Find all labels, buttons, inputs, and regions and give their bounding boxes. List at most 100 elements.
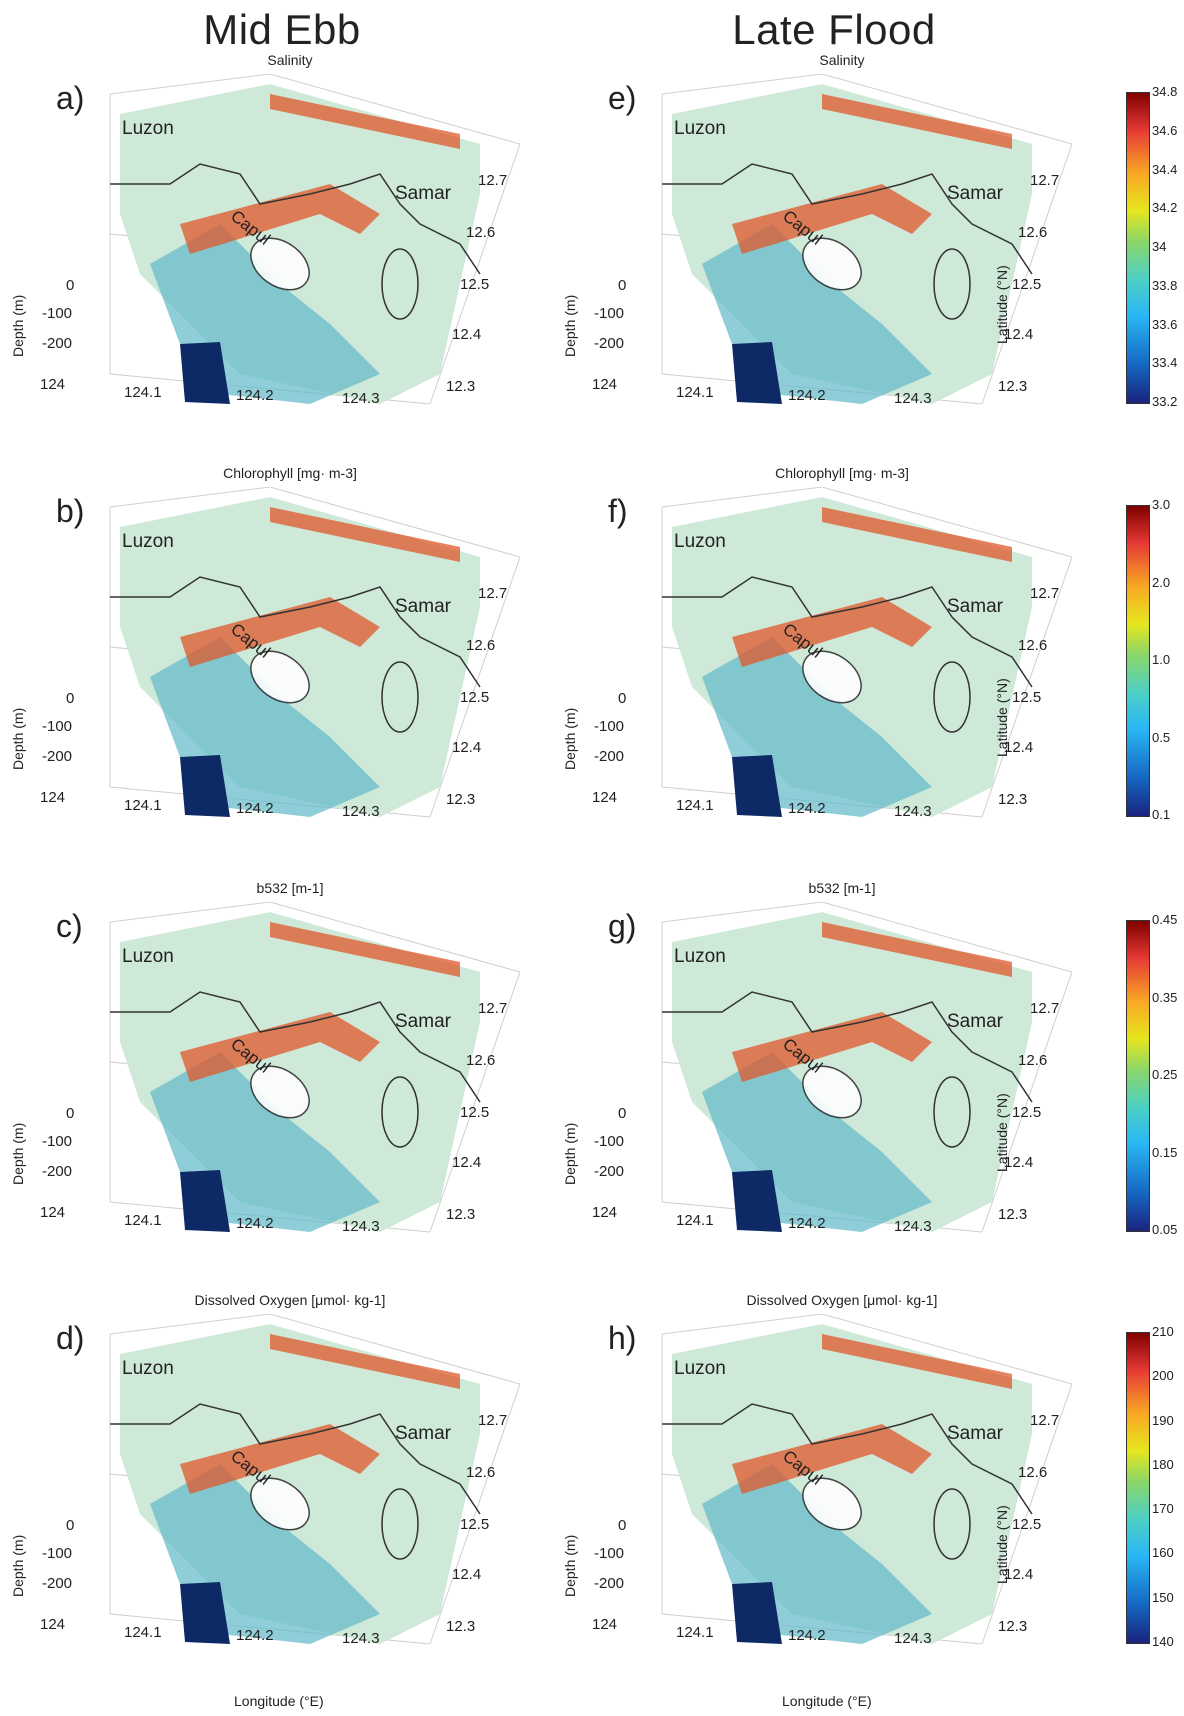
panel-title: Chlorophyll [mg· m-3] [223, 465, 357, 481]
longitude-tick: 124.2 [788, 800, 826, 817]
place-label-samar: Samar [395, 1011, 451, 1032]
depth-tick: -200 [42, 1163, 73, 1180]
place-label-samar: Samar [947, 1423, 1003, 1444]
map-3d-scene [661, 487, 1072, 818]
latitude-tick: 12.5 [1012, 689, 1042, 706]
latitude-tick: 12.6 [1018, 637, 1048, 654]
column-title-late-flood: Late Flood [732, 6, 936, 53]
latitude-tick: 12.7 [1030, 172, 1060, 189]
place-label-luzon: Luzon [674, 946, 726, 967]
deep-channel [732, 342, 782, 404]
depth-tick: -100 [594, 718, 625, 735]
transect-band [180, 922, 460, 1082]
deep-channel [732, 1170, 782, 1232]
latitude-tick: 12.4 [452, 1154, 482, 1171]
latitude-tick: 12.5 [1012, 276, 1042, 293]
longitude-tick: 124 [592, 789, 618, 806]
map-3d-scene [661, 902, 1072, 1233]
depth-tick: -100 [594, 1133, 625, 1150]
latitude-tick: 12.7 [478, 1000, 508, 1017]
latitude-tick: 12.3 [446, 378, 476, 395]
deep-channel [180, 1170, 230, 1232]
depth-tick: -200 [594, 1575, 625, 1592]
islet-outline [381, 1488, 419, 1560]
colorbar [1126, 92, 1150, 404]
latitude-tick: 12.3 [446, 1206, 476, 1223]
panel-title: Salinity [819, 52, 865, 68]
latitude-tick: 12.7 [478, 1412, 508, 1429]
islet-outline [933, 661, 971, 733]
latitude-axis-label: Latitude (°N) [994, 678, 1010, 757]
longitude-tick: 124.1 [676, 1624, 714, 1641]
islet-outline [381, 1076, 419, 1148]
latitude-tick: 12.7 [478, 585, 508, 602]
depth-tick: -200 [42, 1575, 73, 1592]
latitude-tick: 12.7 [1030, 1412, 1060, 1429]
depth-tick: -200 [594, 1163, 625, 1180]
axis-grid-line [661, 902, 823, 923]
latitude-tick: 12.7 [478, 172, 508, 189]
longitude-tick: 124.2 [236, 800, 274, 817]
longitude-tick: 124 [40, 789, 66, 806]
axis-grid-line [661, 487, 823, 508]
panel-letter: a) [56, 80, 85, 116]
axis-grid-line [821, 1314, 1072, 1385]
transect-band [732, 1334, 1012, 1494]
axis-grid-line [821, 74, 1072, 145]
depth-tick: -200 [594, 335, 625, 352]
panel-letter: b) [56, 493, 85, 529]
coastline [662, 163, 1033, 275]
islet-outline [933, 1076, 971, 1148]
place-label-luzon: Luzon [674, 1358, 726, 1379]
deep-channel [732, 755, 782, 817]
longitude-tick: 124.1 [124, 1624, 162, 1641]
longitude-tick: 124.1 [676, 797, 714, 814]
map-3d-scene [109, 487, 520, 818]
coastline [110, 1403, 481, 1515]
longitude-tick: 124.3 [342, 803, 380, 820]
latitude-tick: 12.3 [446, 791, 476, 808]
place-label-luzon: Luzon [674, 531, 726, 552]
depth-axis-label: Depth (m) [10, 1534, 26, 1597]
colorbar-tick: 33.8 [1152, 277, 1178, 293]
depth-tick: -200 [594, 748, 625, 765]
deep-channel [180, 342, 230, 404]
axis-grid-line [821, 902, 1072, 973]
depth-axis-label: Depth (m) [10, 1122, 26, 1185]
place-label-luzon: Luzon [122, 1358, 174, 1379]
colorbar-tick: 150 [1152, 1589, 1174, 1605]
panel-title: b532 [m-1] [808, 880, 876, 896]
map-3d-scene [661, 1314, 1072, 1645]
colorbar-tick: 34.4 [1152, 161, 1178, 177]
longitude-label-left: Longitude (°E) [234, 1693, 324, 1709]
depth-tick: -100 [42, 305, 73, 322]
colorbar-tick: 34.2 [1152, 200, 1178, 216]
longitude-tick: 124.3 [342, 1218, 380, 1235]
coastline [662, 1403, 1033, 1515]
axis-grid-line [429, 1383, 520, 1645]
longitude-tick: 124.2 [236, 1627, 274, 1644]
longitude-tick: 124.3 [342, 390, 380, 407]
axis-grid-line [429, 556, 520, 818]
coastline [110, 991, 481, 1103]
longitude-tick: 124.2 [788, 387, 826, 404]
coastline [110, 576, 481, 688]
panel-letter: g) [608, 908, 637, 944]
colorbar-tick: 34 [1152, 239, 1167, 254]
latitude-tick: 12.4 [1004, 326, 1034, 343]
depth-tick: 0 [618, 690, 627, 707]
axis-grid-line [109, 74, 271, 95]
colorbar [1126, 1332, 1150, 1644]
latitude-tick: 12.4 [452, 326, 482, 343]
depth-tick: 0 [618, 1105, 627, 1122]
depth-axis-label: Depth (m) [562, 294, 578, 357]
depth-tick: -100 [594, 1545, 625, 1562]
transect-band [732, 507, 1012, 667]
place-label-samar: Samar [947, 1011, 1003, 1032]
latitude-tick: 12.5 [460, 276, 490, 293]
latitude-tick: 12.5 [460, 1516, 490, 1533]
colorbar-tick: 0.05 [1152, 1222, 1178, 1237]
panel-letter: d) [56, 1320, 85, 1356]
colorbar-tick: 33.4 [1152, 355, 1178, 371]
panel-letter: h) [608, 1320, 637, 1356]
